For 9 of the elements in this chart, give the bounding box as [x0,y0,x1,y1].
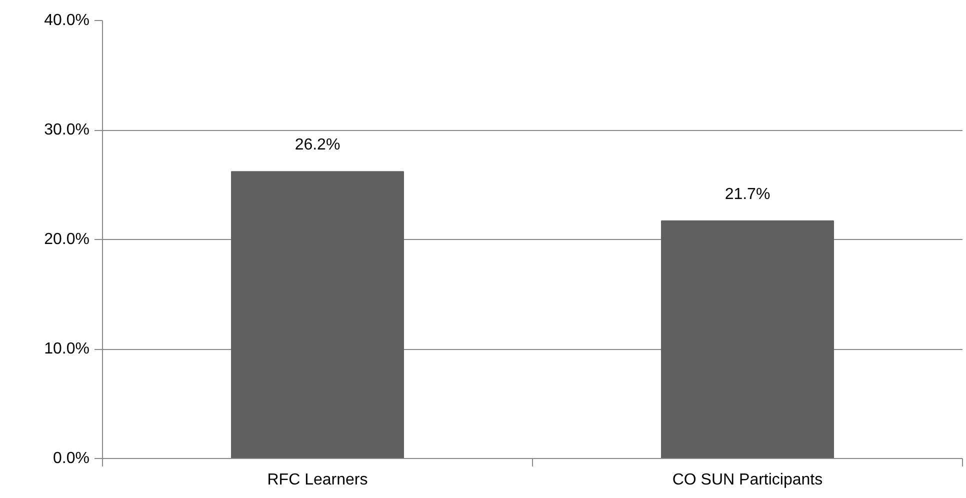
y-tick-label: 30.0% [44,122,90,138]
y-tick-label: 20.0% [44,231,90,248]
data-label: 26.2% [294,136,340,154]
x-tick-label: RFC Learners [267,472,368,488]
x-tick-label: CO SUN Participants [672,472,823,488]
y-tick-label: 0.0% [53,450,90,467]
y-tick-label: 10.0% [44,340,90,358]
y-tick-label: 40.0% [44,12,90,29]
data-label: 21.7% [724,186,770,203]
